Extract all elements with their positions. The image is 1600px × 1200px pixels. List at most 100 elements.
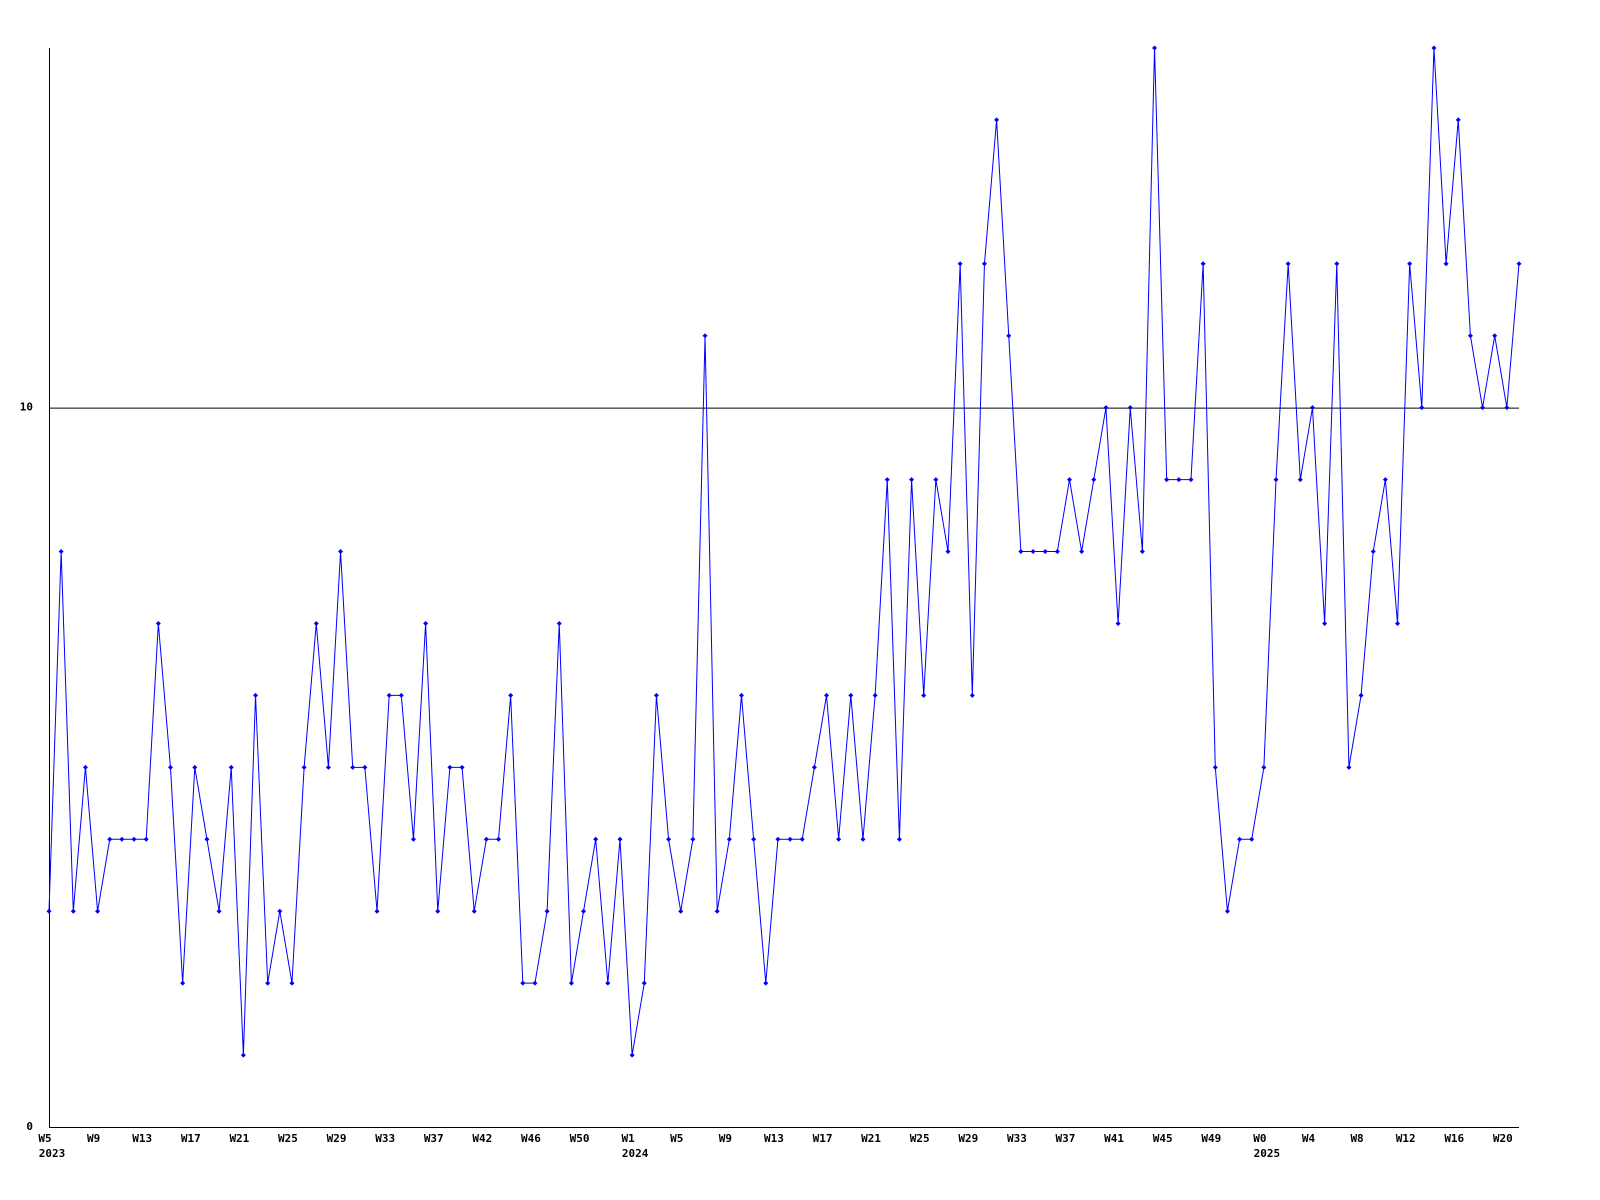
data-point [957, 261, 963, 267]
data-point [362, 764, 368, 770]
data-point [836, 836, 842, 842]
y-tick-label: 0 [26, 1120, 33, 1133]
x-tick-label: W12 [1396, 1132, 1416, 1145]
data-point [423, 620, 429, 626]
data-point [1091, 477, 1097, 483]
data-point [289, 980, 295, 986]
data-point [119, 836, 125, 842]
data-point [1297, 477, 1303, 483]
data-point [386, 692, 392, 698]
x-tick-label: W17 [813, 1132, 833, 1145]
data-point [933, 477, 939, 483]
x-tick-label: W49 [1201, 1132, 1221, 1145]
data-point [131, 836, 137, 842]
data-point [374, 908, 380, 914]
data-point [1237, 836, 1243, 842]
data-point [848, 692, 854, 698]
data-point [1164, 477, 1170, 483]
data-point [1467, 333, 1473, 339]
data-point [70, 908, 76, 914]
x-tick-label: W13 [132, 1132, 152, 1145]
data-point [1066, 477, 1072, 483]
x-tick-label: W16 [1444, 1132, 1464, 1145]
data-point [228, 764, 234, 770]
x-tick-label: W4 [1302, 1132, 1316, 1145]
data-point [1200, 261, 1206, 267]
data-point [811, 764, 817, 770]
data-point [593, 836, 599, 842]
data-point [617, 836, 623, 842]
data-point [909, 477, 915, 483]
data-point [508, 692, 514, 698]
x-tick-label: W37 [424, 1132, 444, 1145]
data-point [714, 908, 720, 914]
data-point [1006, 333, 1012, 339]
data-point [884, 477, 890, 483]
data-point [1261, 764, 1267, 770]
data-point [1212, 764, 1218, 770]
data-point [301, 764, 307, 770]
data-point [1395, 620, 1401, 626]
x-tick-label: W5 [38, 1132, 51, 1145]
x-tick-label: W20 [1493, 1132, 1513, 1145]
data-point [787, 836, 793, 842]
data-point [216, 908, 222, 914]
data-point [969, 692, 975, 698]
data-point [1188, 477, 1194, 483]
data-point [1419, 405, 1425, 411]
x-tick-label: W41 [1104, 1132, 1124, 1145]
x-year-label: 2023 [39, 1147, 66, 1160]
data-point [738, 692, 744, 698]
data-point [1139, 549, 1145, 555]
data-point [605, 980, 611, 986]
x-tick-label: W33 [375, 1132, 395, 1145]
data-point [350, 764, 356, 770]
data-point [192, 764, 198, 770]
data-point [253, 692, 259, 698]
data-point [1309, 405, 1315, 411]
data-point [532, 980, 538, 986]
x-tick-label: W25 [278, 1132, 298, 1145]
data-point [447, 764, 453, 770]
data-point [726, 836, 732, 842]
x-tick-label: W45 [1153, 1132, 1173, 1145]
x-tick-label: W5 [670, 1132, 683, 1145]
x-tick-label: W37 [1056, 1132, 1076, 1145]
data-point [896, 836, 902, 842]
x-tick-label: W8 [1350, 1132, 1363, 1145]
data-point [58, 549, 64, 555]
data-point [1018, 549, 1024, 555]
data-line [48, 47, 1520, 1056]
data-point [1127, 405, 1133, 411]
x-tick-label: W9 [87, 1132, 100, 1145]
data-point [1079, 549, 1085, 555]
data-point [155, 620, 161, 626]
data-point [994, 117, 1000, 123]
data-point [921, 692, 927, 698]
x-tick-label: W25 [910, 1132, 930, 1145]
data-point [496, 836, 502, 842]
data-point [702, 333, 708, 339]
data-point [1431, 45, 1437, 51]
data-point [690, 836, 696, 842]
data-point [107, 836, 113, 842]
data-point [775, 836, 781, 842]
data-point [313, 620, 319, 626]
data-point [1516, 261, 1522, 267]
data-point [666, 836, 672, 842]
data-point [459, 764, 465, 770]
data-point [1103, 405, 1109, 411]
data-point [1273, 477, 1279, 483]
data-point [678, 908, 684, 914]
data-point [629, 1052, 635, 1058]
data-point [265, 980, 271, 986]
data-point [1054, 549, 1060, 555]
data-point [180, 980, 186, 986]
data-point [82, 764, 88, 770]
data-point [1480, 405, 1486, 411]
x-tick-label: W13 [764, 1132, 784, 1145]
data-point [1443, 261, 1449, 267]
data-point [167, 764, 173, 770]
data-point [872, 692, 878, 698]
data-point [641, 980, 647, 986]
